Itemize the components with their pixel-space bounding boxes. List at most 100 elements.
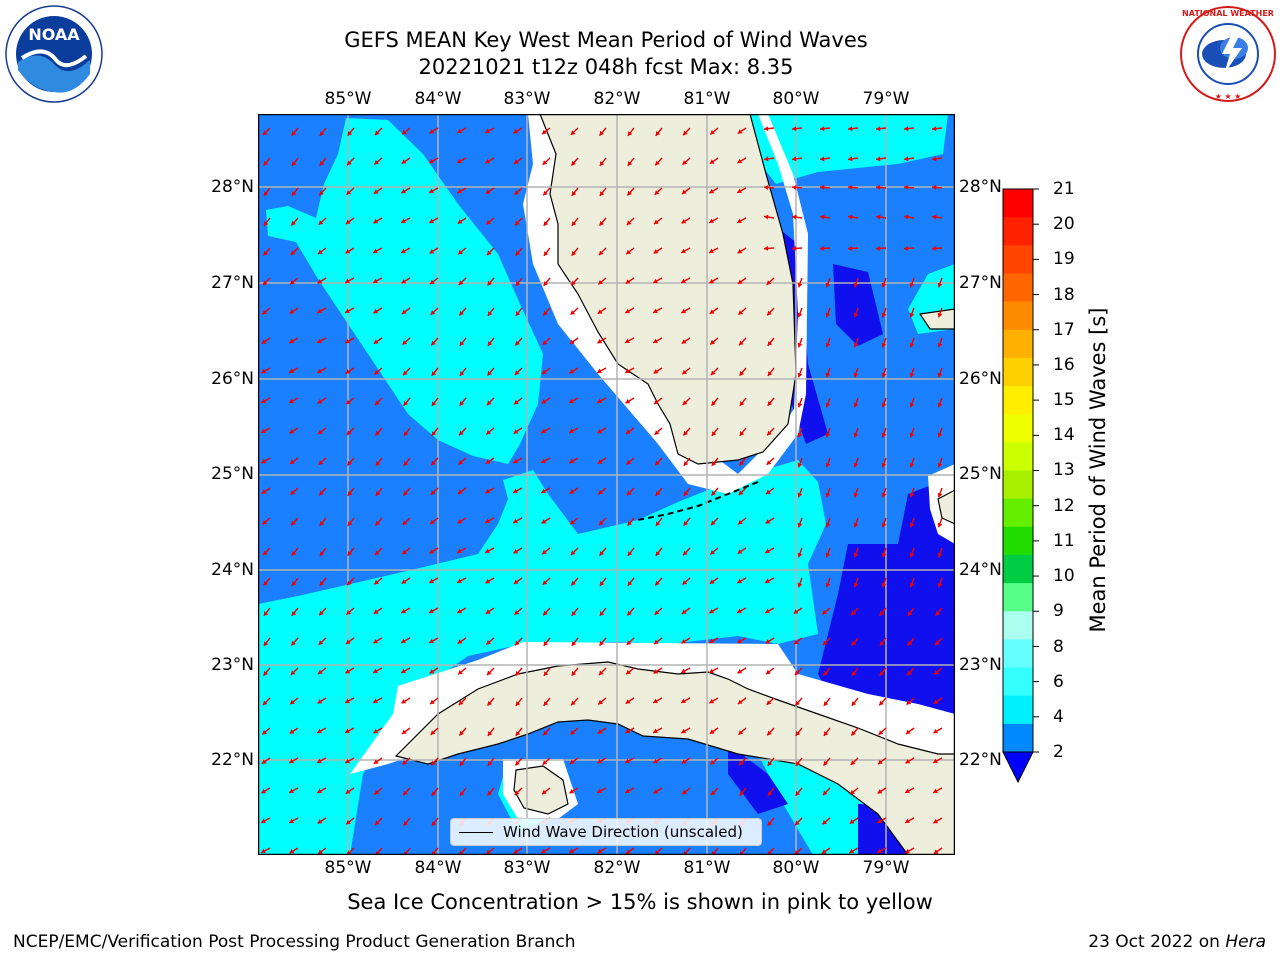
wind-wave-arrow	[485, 847, 495, 855]
svg-text:NOAA: NOAA	[28, 25, 80, 44]
wind-wave-arrow	[626, 607, 635, 616]
wind-wave-arrow	[569, 517, 579, 525]
wind-wave-arrow	[881, 277, 887, 288]
wind-wave-arrow	[797, 427, 803, 438]
wind-wave-arrow	[853, 367, 859, 378]
wind-wave-arrow	[568, 397, 579, 404]
wind-wave-arrow	[569, 337, 579, 345]
wind-wave-arrow	[456, 577, 467, 584]
colorbar-segment	[1003, 357, 1033, 387]
wind-wave-arrow	[876, 214, 887, 220]
wind-wave-arrow	[429, 277, 439, 285]
wind-wave-arrow	[909, 577, 915, 588]
wind-wave-arrow	[710, 397, 719, 407]
florida-peninsula	[539, 114, 797, 465]
wind-wave-arrow	[709, 127, 719, 135]
wind-wave-arrow	[853, 457, 859, 468]
wind-wave-arrow	[457, 667, 467, 675]
wind-wave-arrow	[653, 787, 663, 794]
colorbar-segment	[1003, 329, 1033, 359]
wind-wave-arrow	[655, 487, 663, 497]
wind-wave-arrow	[653, 367, 663, 374]
wind-wave-arrow	[456, 127, 467, 134]
wind-wave-arrow	[344, 307, 355, 314]
wind-wave-arrow	[262, 277, 271, 286]
wind-wave-arrow	[402, 517, 411, 526]
wind-wave-arrow	[318, 457, 327, 466]
wind-wave-arrow	[484, 517, 495, 524]
wind-wave-arrow	[765, 667, 775, 675]
wind-wave-arrow	[571, 607, 579, 617]
wind-wave-arrow	[431, 367, 439, 377]
wind-wave-arrow	[598, 127, 607, 137]
wind-wave-arrow	[514, 187, 523, 196]
wind-wave-arrow	[708, 217, 719, 224]
wind-wave-arrow	[290, 487, 299, 496]
wind-wave-arrow	[624, 727, 635, 734]
wind-wave-arrow	[765, 487, 775, 495]
wind-wave-arrow	[825, 487, 831, 498]
wind-wave-arrow	[932, 156, 943, 162]
wind-wave-arrow	[932, 757, 943, 764]
wind-wave-arrow	[909, 547, 915, 558]
wind-wave-arrow	[485, 487, 495, 494]
wind-wave-arrow	[374, 517, 383, 527]
wind-wave-arrow	[767, 757, 775, 767]
wind-wave-arrow	[903, 184, 915, 190]
wind-wave-arrow	[456, 547, 467, 554]
lon-label-bottom: 80°W	[772, 858, 820, 878]
wind-wave-arrow	[263, 607, 271, 617]
wind-wave-arrow	[851, 637, 859, 647]
wind-wave-arrow	[290, 247, 299, 256]
wind-wave-arrow	[345, 397, 355, 405]
colorbar-tick: 9	[1053, 601, 1064, 621]
wind-wave-arrow	[847, 245, 859, 251]
wind-wave-arrow	[316, 757, 327, 764]
wind-wave-arrow	[402, 367, 411, 376]
wind-wave-arrow	[540, 847, 551, 854]
wind-wave-arrow	[261, 307, 271, 315]
wind-wave-arrow	[345, 367, 355, 375]
wind-wave-arrow	[456, 187, 467, 194]
wind-wave-arrow	[485, 457, 495, 465]
wind-wave-arrow	[459, 337, 467, 347]
wind-wave-arrow	[598, 637, 607, 647]
wind-wave-arrow	[400, 247, 411, 254]
wind-wave-arrow	[514, 607, 523, 616]
wind-wave-arrow	[403, 457, 411, 467]
wind-wave-arrow	[736, 607, 747, 614]
wind-wave-arrow	[290, 217, 299, 226]
wind-wave-arrow	[401, 577, 411, 585]
wind-wave-arrow	[823, 697, 831, 707]
wind-wave-arrow	[933, 817, 943, 824]
colorbar-segment	[1003, 414, 1033, 443]
wind-wave-arrow	[401, 307, 411, 315]
wind-wave-arrow	[317, 427, 327, 435]
wind-wave-arrow	[317, 277, 327, 284]
wind-wave-arrow	[515, 277, 523, 287]
wind-wave-arrow	[317, 847, 327, 855]
wind-wave-arrow	[541, 367, 551, 375]
wind-wave-arrow	[937, 367, 943, 378]
wind-wave-arrow	[909, 517, 915, 528]
wind-wave-arrow	[875, 184, 887, 190]
wind-wave-arrow	[260, 427, 271, 434]
wind-wave-arrow	[400, 637, 411, 644]
wind-wave-arrow	[711, 427, 719, 437]
wind-wave-arrow	[654, 187, 663, 196]
colorbar-tick: 8	[1053, 637, 1064, 657]
wind-wave-arrow	[486, 397, 495, 406]
wind-wave-arrow	[316, 307, 327, 314]
wind-wave-arrow	[766, 457, 775, 466]
colorbar-segment	[1003, 245, 1033, 274]
wind-wave-arrow	[290, 517, 299, 526]
colorbar-segment	[1003, 217, 1033, 246]
wind-wave-arrow	[848, 214, 859, 220]
wind-wave-arrow	[881, 457, 887, 468]
wind-wave-arrow	[682, 427, 691, 436]
wind-wave-arrow	[655, 547, 663, 557]
wind-wave-arrow	[853, 517, 859, 528]
lat-label-left: 23°N	[211, 655, 254, 675]
colorbar-segment	[1003, 189, 1033, 218]
wind-wave-arrow	[457, 517, 467, 524]
